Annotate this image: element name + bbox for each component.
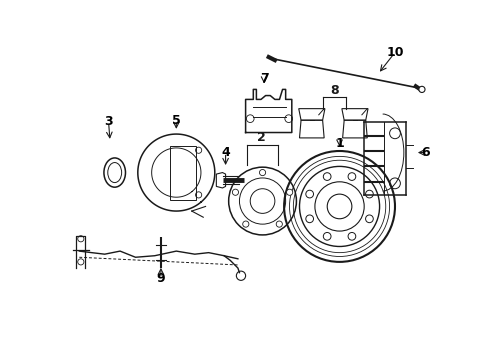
- Circle shape: [286, 189, 292, 195]
- Text: 6: 6: [421, 146, 429, 159]
- Text: 9: 9: [156, 272, 165, 285]
- Text: 2: 2: [256, 131, 265, 144]
- Circle shape: [276, 221, 282, 227]
- Text: 4: 4: [221, 146, 229, 159]
- Circle shape: [242, 221, 248, 227]
- Text: 1: 1: [334, 137, 343, 150]
- Text: 7: 7: [259, 72, 268, 85]
- Text: 5: 5: [172, 114, 180, 127]
- Text: 3: 3: [104, 115, 113, 128]
- Circle shape: [418, 86, 424, 93]
- Circle shape: [232, 189, 238, 195]
- Text: 10: 10: [386, 46, 403, 59]
- Circle shape: [259, 170, 265, 176]
- Text: 8: 8: [329, 85, 338, 98]
